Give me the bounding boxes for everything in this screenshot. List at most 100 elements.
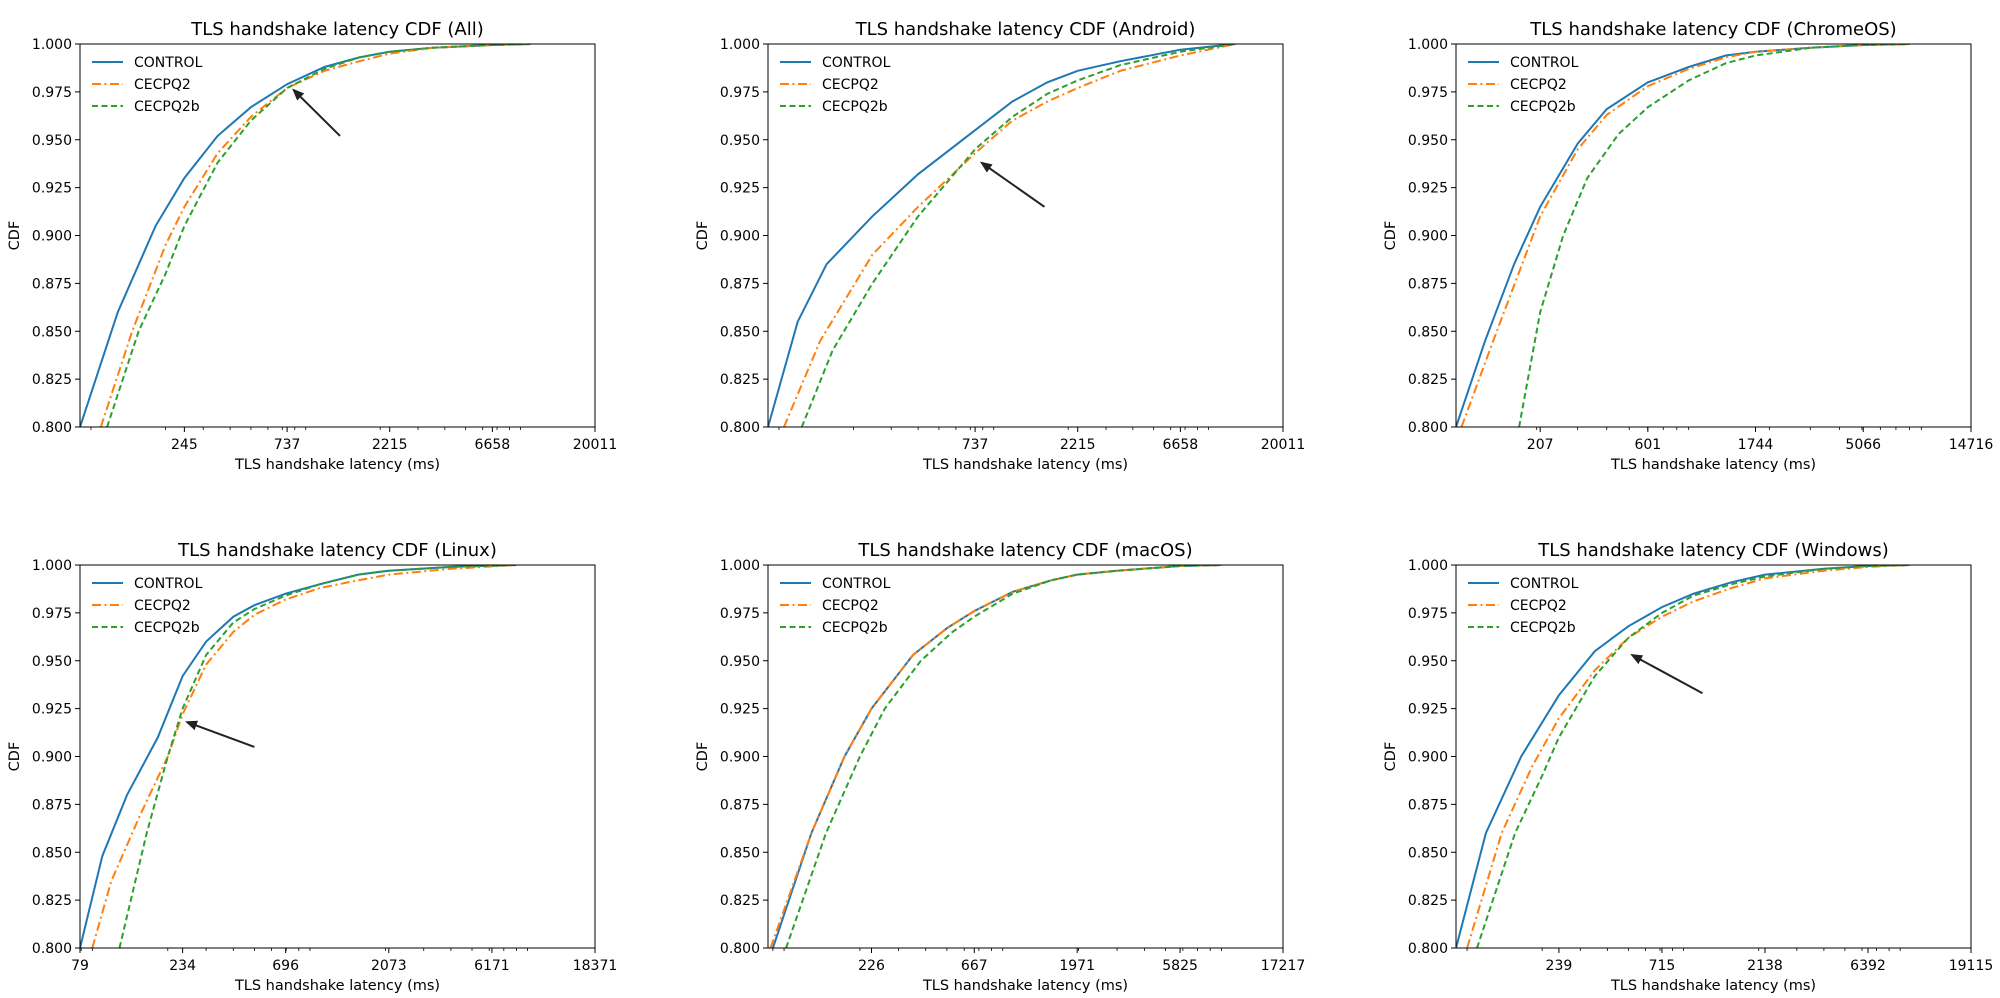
x-tick-label: 245 bbox=[171, 437, 198, 453]
y-tick-label: 0.975 bbox=[1408, 85, 1448, 101]
legend-label: CECPQ2 bbox=[134, 77, 191, 93]
series-line-cecpq2b bbox=[106, 44, 531, 427]
legend-label: CECPQ2b bbox=[1510, 620, 1576, 636]
y-tick-label: 0.800 bbox=[1408, 941, 1448, 957]
y-tick-label: 0.975 bbox=[32, 606, 72, 622]
y-tick-label: 0.875 bbox=[720, 276, 760, 292]
y-tick-label: 0.850 bbox=[720, 845, 760, 861]
y-tick-label: 0.925 bbox=[32, 702, 72, 718]
series-line-cecpq2 bbox=[783, 44, 1236, 427]
x-tick-label: 20011 bbox=[1261, 437, 1306, 453]
x-tick-label: 5825 bbox=[1162, 958, 1198, 974]
x-tick-label: 601 bbox=[1634, 437, 1661, 453]
y-axis-label: CDF bbox=[1383, 221, 1399, 251]
y-tick-label: 0.925 bbox=[32, 181, 72, 197]
y-tick-label: 0.850 bbox=[32, 324, 72, 340]
series-line-cecpq2 bbox=[1460, 44, 1910, 427]
y-tick-label: 1.000 bbox=[32, 558, 72, 574]
y-tick-label: 0.900 bbox=[720, 750, 760, 766]
x-tick-label: 1971 bbox=[1059, 958, 1095, 974]
y-tick-label: 0.825 bbox=[1408, 893, 1448, 909]
x-axis-label: TLS handshake latency (ms) bbox=[922, 978, 1128, 994]
y-tick-label: 0.900 bbox=[1408, 750, 1448, 766]
x-axis-label: TLS handshake latency (ms) bbox=[1610, 457, 1816, 473]
chart-title: TLS handshake latency CDF (macOS) bbox=[857, 540, 1192, 561]
x-axis-label: TLS handshake latency (ms) bbox=[922, 457, 1128, 473]
y-tick-label: 0.850 bbox=[32, 845, 72, 861]
chart-title: TLS handshake latency CDF (ChromeOS) bbox=[1529, 19, 1896, 40]
x-tick-label: 226 bbox=[858, 958, 885, 974]
legend-label: CONTROL bbox=[134, 576, 203, 592]
y-tick-label: 0.950 bbox=[1408, 654, 1448, 670]
x-tick-label: 2138 bbox=[1747, 958, 1783, 974]
y-axis-label: CDF bbox=[7, 742, 23, 772]
legend-label: CONTROL bbox=[822, 55, 891, 71]
y-tick-label: 0.800 bbox=[32, 941, 72, 957]
x-axis-label: TLS handshake latency (ms) bbox=[234, 457, 440, 473]
x-tick-label: 5066 bbox=[1845, 437, 1881, 453]
y-tick-label: 0.950 bbox=[32, 654, 72, 670]
series-line-cecpq2b bbox=[785, 565, 1222, 948]
chart-title: TLS handshake latency CDF (Android) bbox=[855, 19, 1196, 40]
y-tick-label: 0.975 bbox=[1408, 606, 1448, 622]
legend-label: CONTROL bbox=[1510, 55, 1579, 71]
y-tick-label: 0.825 bbox=[720, 893, 760, 909]
y-axis-label: CDF bbox=[695, 221, 711, 251]
x-tick-label: 715 bbox=[1649, 958, 1676, 974]
series-line-cecpq2 bbox=[1466, 565, 1911, 948]
y-tick-label: 0.975 bbox=[720, 85, 760, 101]
legend-label: CECPQ2 bbox=[1510, 598, 1567, 614]
chart-panel: TLS handshake latency CDF (Windows) 0.800… bbox=[1383, 540, 1993, 994]
chart-title: TLS handshake latency CDF (Linux) bbox=[177, 540, 497, 561]
x-tick-label: 239 bbox=[1546, 958, 1573, 974]
legend-label: CECPQ2 bbox=[1510, 77, 1567, 93]
legend-label: CECPQ2b bbox=[822, 620, 888, 636]
y-tick-label: 0.875 bbox=[32, 797, 72, 813]
y-tick-label: 0.875 bbox=[1408, 276, 1448, 292]
legend: CONTROL CECPQ2 CECPQ2b bbox=[92, 55, 203, 115]
x-tick-label: 14716 bbox=[1949, 437, 1994, 453]
y-tick-label: 1.000 bbox=[720, 558, 760, 574]
y-tick-label: 1.000 bbox=[720, 37, 760, 53]
chart-panel: TLS handshake latency CDF (macOS) 0.800 0.… bbox=[695, 540, 1305, 994]
legend-label: CECPQ2 bbox=[822, 77, 879, 93]
legend: CONTROL CECPQ2 CECPQ2b bbox=[780, 55, 891, 115]
y-tick-label: 0.900 bbox=[32, 750, 72, 766]
y-tick-label: 0.950 bbox=[720, 133, 760, 149]
series-line-cecpq2b bbox=[1518, 44, 1910, 427]
y-tick-label: 0.950 bbox=[1408, 133, 1448, 149]
annotation-arrow bbox=[1630, 654, 1703, 695]
chart-panel: TLS handshake latency CDF (Android) 0.800… bbox=[695, 19, 1305, 473]
y-tick-label: 0.825 bbox=[32, 372, 72, 388]
y-tick-label: 0.925 bbox=[720, 181, 760, 197]
legend-label: CECPQ2b bbox=[134, 620, 200, 636]
y-tick-label: 0.900 bbox=[1408, 229, 1448, 245]
chart-panel: TLS handshake latency CDF (ChromeOS) 0.80… bbox=[1383, 19, 1993, 473]
y-axis-label: CDF bbox=[1383, 742, 1399, 772]
x-tick-label: 6171 bbox=[474, 958, 510, 974]
x-tick-label: 6392 bbox=[1850, 958, 1886, 974]
legend-label: CONTROL bbox=[822, 576, 891, 592]
y-tick-label: 1.000 bbox=[1408, 37, 1448, 53]
y-tick-label: 0.925 bbox=[720, 702, 760, 718]
legend: CONTROL CECPQ2 CECPQ2b bbox=[1468, 576, 1579, 636]
x-tick-label: 20011 bbox=[573, 437, 618, 453]
annotation-arrow bbox=[185, 720, 255, 748]
x-tick-label: 18371 bbox=[573, 958, 618, 974]
y-tick-label: 0.825 bbox=[720, 372, 760, 388]
x-tick-label: 234 bbox=[169, 958, 196, 974]
y-tick-label: 1.000 bbox=[32, 37, 72, 53]
series-line-cecpq2b bbox=[1476, 565, 1911, 948]
x-tick-label: 19115 bbox=[1949, 958, 1994, 974]
series-line-cecpq2 bbox=[91, 565, 517, 948]
legend: CONTROL CECPQ2 CECPQ2b bbox=[780, 576, 891, 636]
legend-label: CECPQ2b bbox=[822, 99, 888, 115]
x-tick-label: 737 bbox=[962, 437, 989, 453]
x-tick-label: 2215 bbox=[1060, 437, 1096, 453]
x-tick-label: 2215 bbox=[372, 437, 408, 453]
series-line-control bbox=[768, 44, 1236, 427]
legend-label: CONTROL bbox=[134, 55, 203, 71]
y-tick-label: 0.800 bbox=[1408, 420, 1448, 436]
y-tick-label: 0.875 bbox=[1408, 797, 1448, 813]
